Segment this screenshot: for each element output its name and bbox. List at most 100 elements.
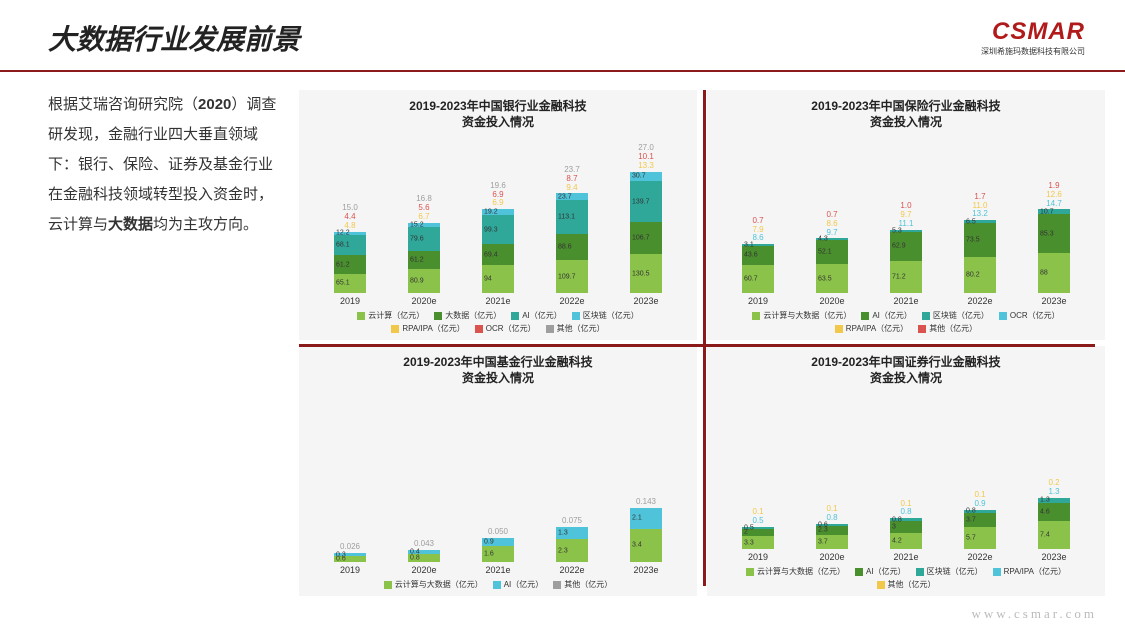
bar-column: 0.0430.80.42020e xyxy=(396,540,452,575)
legend-item: RPA/IPA（亿元） xyxy=(391,323,464,334)
legend-swatch xyxy=(916,568,924,576)
legend-swatch xyxy=(553,581,561,589)
legend-item: AI（亿元） xyxy=(493,579,544,590)
bar-segment: 79.6 xyxy=(408,227,440,251)
legend-swatch xyxy=(877,581,885,589)
brand-logo: CSMAR 深圳希施玛数据科技有限公司 xyxy=(981,18,1085,57)
chart-grid: 2019-2023年中国银行业金融科技 资金投入情况15.04.44.865.1… xyxy=(299,90,1105,596)
bar-segment: 52.1 xyxy=(816,240,848,264)
bar-stack: 80.961.279.615.2 xyxy=(408,223,440,293)
bar-stack: 60.743.63.1 xyxy=(742,244,774,293)
x-axis-label: 2023e xyxy=(633,296,658,306)
x-axis-label: 2021e xyxy=(485,296,510,306)
bar-segment: 19.2 xyxy=(482,209,514,215)
bar-top-labels: 16.85.66.7 xyxy=(416,195,432,221)
bar-stack: 65.161.268.112.2 xyxy=(334,232,366,293)
x-axis-label: 2023e xyxy=(1041,552,1066,562)
bar-segment: 99.3 xyxy=(482,215,514,245)
chart-title: 2019-2023年中国银行业金融科技 资金投入情况 xyxy=(309,98,687,130)
bar-segment: 1.3 xyxy=(556,527,588,540)
chart-plot: 0.0260.60.320190.0430.80.42020e0.0501.60… xyxy=(309,386,687,575)
bar-column: 0.21.37.44.61.3 2023e xyxy=(1026,479,1082,562)
legend-item: 其他（亿元） xyxy=(553,579,612,590)
side-paragraph: 根据艾瑞咨询研究院（2020）调查研发现，金融行业四大垂直领域下：银行、保险、证… xyxy=(48,90,281,596)
bar-column: 1.711.013.280.273.56.52022e xyxy=(952,193,1008,306)
chart-plot: 0.77.98.660.743.63.120190.78.69.763.552.… xyxy=(717,130,1095,306)
footer-url: www.csmar.com xyxy=(971,606,1097,622)
bar-segment: 43.6 xyxy=(742,246,774,266)
legend-item: AI（亿元） xyxy=(511,310,562,321)
legend-swatch xyxy=(922,312,930,320)
bar-segment: 130.5 xyxy=(630,254,662,293)
x-axis-label: 2022e xyxy=(559,565,584,575)
bar-top-labels: 0.78.69.7 xyxy=(826,211,837,237)
bar-segment: 4.2 xyxy=(890,533,922,549)
bar-stack: 130.5106.7139.730.7 xyxy=(630,172,662,293)
legend-item: 其他（亿元） xyxy=(877,579,936,590)
x-axis-label: 2019 xyxy=(748,296,768,306)
bar-segment: 60.7 xyxy=(742,265,774,293)
bar-column: 0.10.83.72.30.62020e xyxy=(804,505,860,562)
bar-column: 0.10.95.73.70.82022e xyxy=(952,491,1008,562)
bar-stack: 80.273.56.5 xyxy=(964,220,996,293)
bar-segment: 0.8 xyxy=(890,518,922,521)
x-axis-label: 2020e xyxy=(819,552,844,562)
bar-top-labels: 0.10.9 xyxy=(974,491,985,509)
bar-segment: 12.2 xyxy=(334,232,366,236)
bar-segment: 69.4 xyxy=(482,244,514,265)
bar-stack: 1.60.9 xyxy=(482,538,514,562)
bar-segment: 65.1 xyxy=(334,274,366,293)
chart-panel: 2019-2023年中国银行业金融科技 资金投入情况15.04.44.865.1… xyxy=(299,90,697,340)
bar-column: 19.66.96.99469.499.319.22021e xyxy=(470,182,526,306)
bar-column: 0.78.69.763.552.14.32020e xyxy=(804,211,860,306)
bar-segment: 88.6 xyxy=(556,234,588,260)
legend-item: 其他（亿元） xyxy=(918,323,977,334)
page-title: 大数据行业发展前景 xyxy=(48,18,300,58)
bar-stack: 7.44.61.3 xyxy=(1038,498,1070,549)
x-axis-label: 2023e xyxy=(633,565,658,575)
x-axis-label: 2022e xyxy=(967,552,992,562)
legend-item: 区块链（亿元） xyxy=(916,566,983,577)
bar-stack: 3.320.5 xyxy=(742,527,774,549)
bar-segment: 10.7 xyxy=(1038,209,1070,214)
legend-swatch xyxy=(835,325,843,333)
chart-plot: 15.04.44.865.161.268.112.22019 16.85.66.7… xyxy=(309,130,687,306)
bar-stack: 8885.310.7 xyxy=(1038,209,1070,293)
bar-top-labels: 0.21.3 xyxy=(1048,479,1059,497)
divider-vertical xyxy=(703,90,706,586)
bar-column: 23.78.79.4109.788.6113.123.72022e xyxy=(544,166,600,306)
bar-column: 15.04.44.865.161.268.112.22019 xyxy=(322,204,378,306)
x-axis-label: 2020e xyxy=(411,296,436,306)
chart-legend: 云计算与大数据（亿元）AI（亿元）其他（亿元） xyxy=(309,575,687,592)
chart-legend: 云计算与大数据（亿元）AI（亿元）区块链（亿元）OCR（亿元）RPA/IPA（亿… xyxy=(717,306,1095,336)
bar-column: 0.10.53.320.52019 xyxy=(730,508,786,562)
bar-segment: 6.5 xyxy=(964,220,996,223)
bar-segment: 61.2 xyxy=(408,251,440,269)
bar-segment: 71.2 xyxy=(890,261,922,293)
bar-column: 16.85.66.7 80.961.279.615.2 2020e xyxy=(396,195,452,306)
legend-swatch xyxy=(855,568,863,576)
legend-swatch xyxy=(546,325,554,333)
bar-segment: 23.7 xyxy=(556,193,588,200)
bar-column: 0.10.84.230.82021e xyxy=(878,500,934,562)
divider-horizontal xyxy=(299,344,1095,347)
chart-panel: 2019-2023年中国基金行业金融科技 资金投入情况0.0260.60.320… xyxy=(299,346,697,596)
bar-segment: 113.1 xyxy=(556,200,588,234)
bar-segment: 62.9 xyxy=(890,232,922,261)
legend-swatch xyxy=(434,312,442,320)
chart-panel: 2019-2023年中国证券行业金融科技 资金投入情况 0.10.53.320.5… xyxy=(707,346,1105,596)
legend-item: 云计算与大数据（亿元） xyxy=(746,566,845,577)
bar-segment: 15.2 xyxy=(408,223,440,228)
bar-column: 1.09.711.171.262.95.32021e xyxy=(878,202,934,306)
legend-item: AI（亿元） xyxy=(855,566,906,577)
bar-segment: 5.7 xyxy=(964,527,996,549)
bar-segment: 3.7 xyxy=(816,535,848,549)
chart-title: 2019-2023年中国证券行业金融科技 资金投入情况 xyxy=(717,354,1095,386)
bar-segment: 1.6 xyxy=(482,546,514,562)
legend-item: AI（亿元） xyxy=(861,310,912,321)
bar-segment: 80.2 xyxy=(964,257,996,293)
bar-stack: 71.262.95.3 xyxy=(890,230,922,293)
bar-stack: 3.72.30.6 xyxy=(816,524,848,549)
legend-item: 大数据（亿元） xyxy=(434,310,501,321)
bar-top-labels: 1.912.614.7 xyxy=(1046,182,1062,208)
